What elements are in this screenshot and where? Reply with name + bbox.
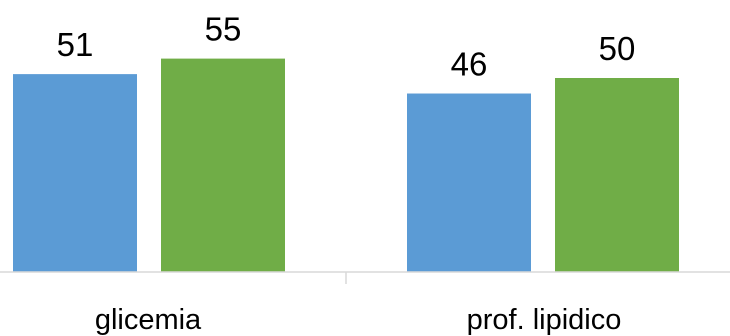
bar-0-series-1 (161, 58, 285, 272)
category-labels-layer: glicemia prof. lipidico (95, 304, 622, 336)
bars-layer (13, 58, 679, 273)
category-label-1: prof. lipidico (467, 304, 622, 336)
bar-1-series-1 (555, 78, 679, 272)
bar-1-series-0 (407, 93, 531, 273)
data-label-1-series-0: 46 (451, 46, 488, 83)
data-label-1-series-1: 50 (599, 30, 636, 67)
category-label-0: glicemia (95, 304, 202, 336)
data-label-0-series-1: 55 (205, 11, 242, 48)
data-labels-layer: 51 55 46 50 (57, 11, 636, 83)
bar-0-series-0 (13, 74, 137, 273)
data-label-0-series-0: 51 (57, 26, 94, 63)
